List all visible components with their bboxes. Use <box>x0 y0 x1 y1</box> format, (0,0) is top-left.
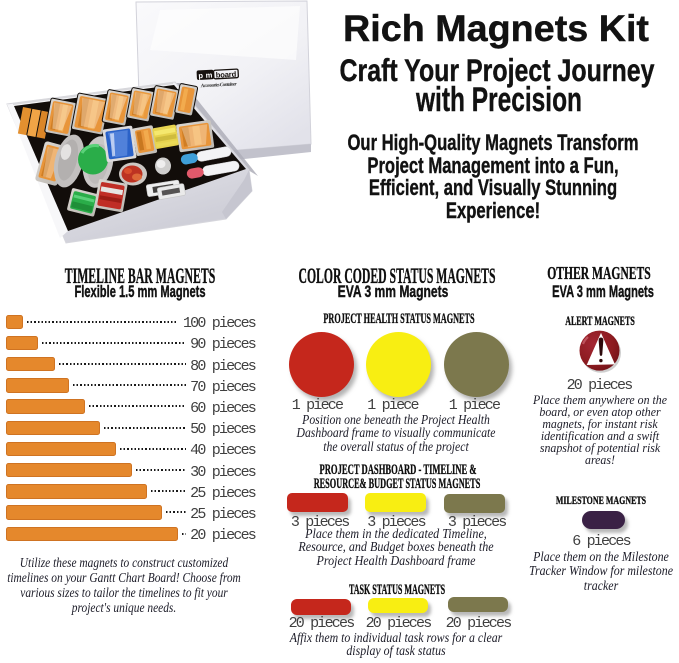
svg-text:Accessories Container: Accessories Container <box>200 81 238 89</box>
svg-text:pm: pm <box>198 70 213 80</box>
svg-text:board: board <box>216 70 237 80</box>
